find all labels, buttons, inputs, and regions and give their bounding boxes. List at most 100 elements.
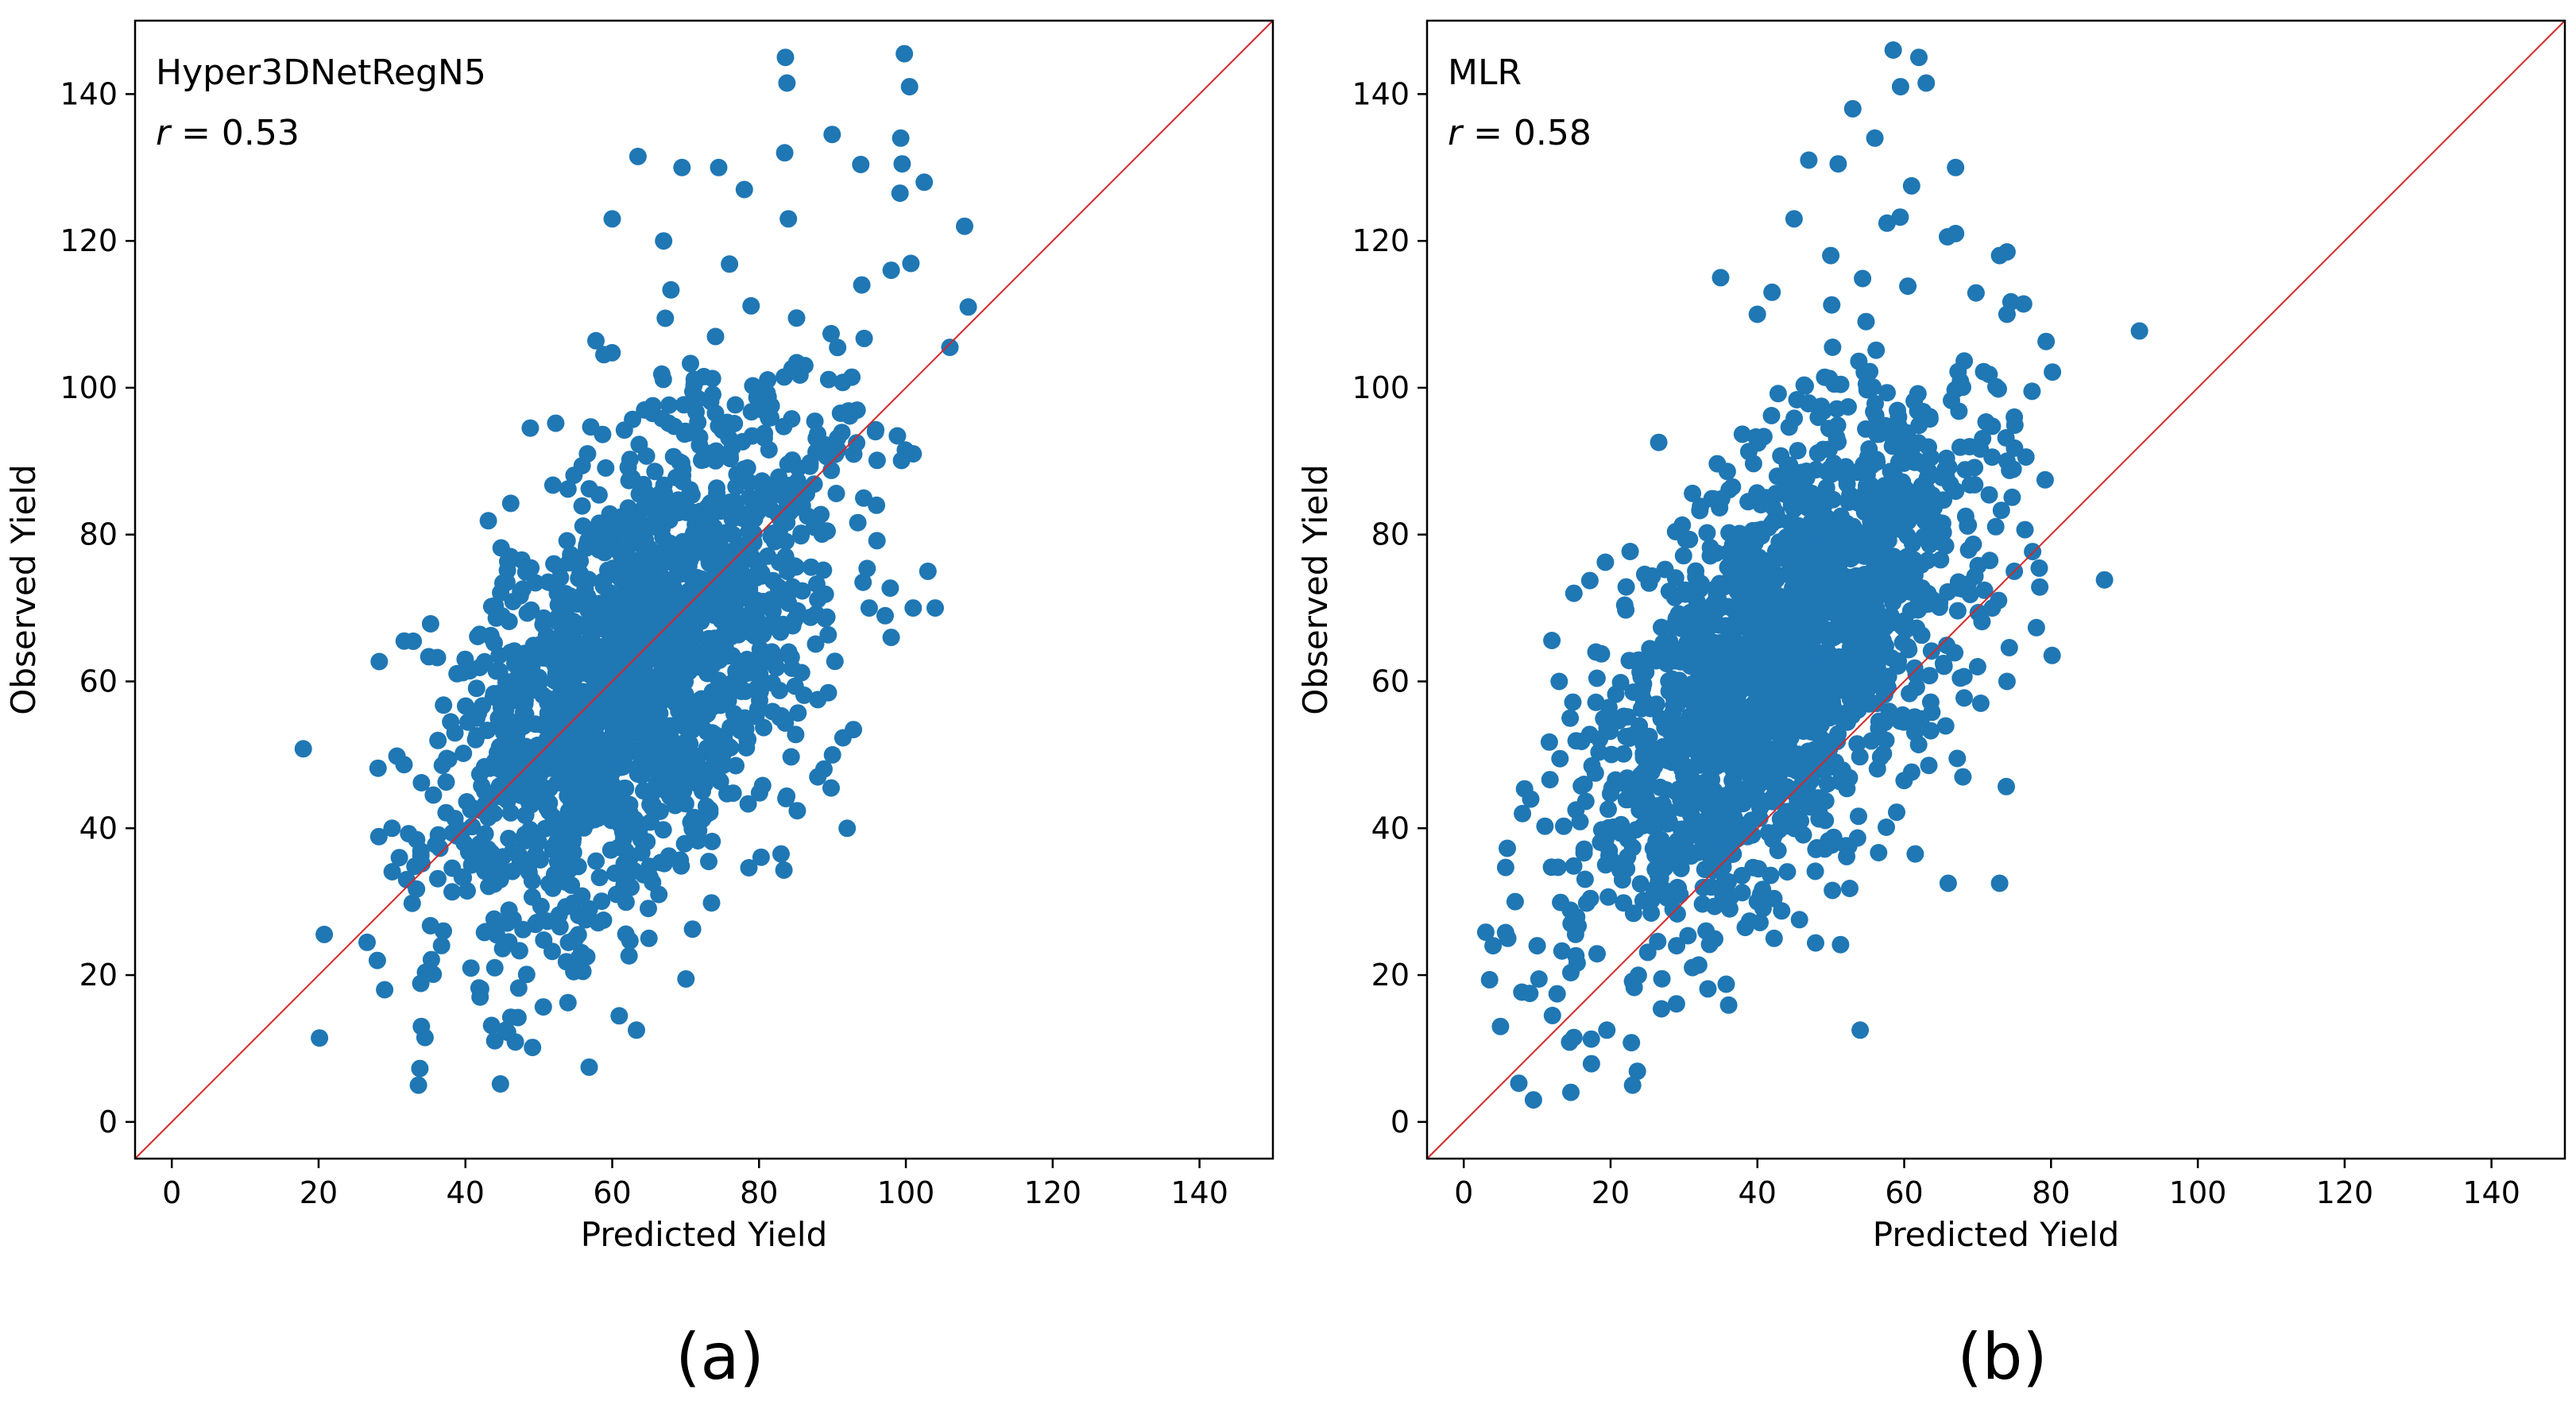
scatter-point	[637, 447, 656, 465]
scatter-point	[1571, 812, 1589, 830]
scatter-point	[510, 942, 528, 960]
scatter-point	[545, 719, 563, 737]
scatter-point	[518, 788, 536, 806]
scatter-point	[654, 821, 672, 839]
scatter-point	[573, 457, 591, 474]
scatter-point	[1990, 380, 2007, 398]
scatter-point	[1748, 892, 1766, 911]
scatter-point	[1798, 664, 1816, 682]
scatter-point	[390, 849, 408, 867]
scatter-point	[582, 642, 600, 660]
scatter-point	[1673, 754, 1691, 772]
scatter-point	[1922, 448, 1940, 466]
scatter-point	[782, 748, 800, 766]
scatter-point	[902, 254, 920, 273]
scatter-point	[370, 652, 389, 671]
scatter-point	[674, 472, 691, 490]
scatter-point	[812, 505, 830, 524]
scatter-point	[1966, 459, 1984, 477]
scatter-point	[684, 382, 702, 401]
scatter-point	[718, 596, 737, 614]
scatter-point	[818, 608, 836, 626]
scatter-point	[1615, 707, 1633, 726]
scatter-point	[640, 929, 658, 947]
scatter-point	[736, 709, 754, 727]
scatter-point	[1943, 391, 1960, 409]
scatter-point	[395, 756, 413, 774]
scatter-point	[1832, 710, 1851, 728]
scatter-point	[1724, 673, 1742, 691]
scatter-point	[590, 869, 609, 887]
scatter-point	[1555, 817, 1572, 835]
scatter-point	[500, 830, 518, 848]
scatter-point	[819, 370, 837, 389]
scatter-point	[1718, 462, 1736, 481]
scatter-point	[1679, 927, 1697, 945]
scatter-point	[1633, 686, 1651, 704]
scatter-point	[660, 396, 679, 414]
scatter-point	[516, 826, 534, 844]
scatter-point	[876, 606, 894, 625]
scatter-point	[524, 1039, 542, 1057]
scatter-point	[1934, 654, 1952, 672]
scatter-point	[1793, 650, 1811, 668]
scatter-point	[1480, 970, 1499, 989]
scatter-point	[549, 870, 567, 888]
scatter-point	[1689, 956, 1708, 974]
scatter-point	[610, 1007, 629, 1025]
scatter-point	[1598, 1021, 1616, 1039]
scatter-point	[1787, 529, 1804, 548]
scatter-point	[1631, 875, 1650, 893]
scatter-point	[1650, 433, 1668, 451]
scatter-point	[1807, 934, 1824, 952]
scatter-point	[1743, 826, 1762, 844]
scatter-point	[617, 925, 635, 943]
scatter-point	[1750, 860, 1768, 878]
scatter-point	[823, 745, 841, 764]
scatter-point	[1932, 533, 1951, 551]
scatter-point	[1998, 243, 2016, 261]
scatter-point	[1879, 532, 1897, 549]
y-tick-label: 60	[79, 664, 118, 699]
scatter-point	[635, 782, 652, 800]
scatter-point	[1634, 892, 1652, 910]
scatter-point	[620, 946, 638, 965]
scatter-point	[490, 647, 509, 664]
scatter-point	[311, 1029, 329, 1047]
scatter-point	[1704, 792, 1722, 811]
scatter-point	[893, 155, 911, 173]
scatter-point	[432, 936, 451, 954]
scatter-point	[1617, 578, 1635, 596]
scatter-point	[1777, 664, 1795, 683]
scatter-point	[438, 749, 456, 768]
scatter-point	[1704, 596, 1721, 614]
x-tick-label: 60	[1885, 1175, 1923, 1210]
scatter-point	[578, 536, 596, 555]
scatter-point	[527, 846, 545, 864]
scatter-point	[2037, 332, 2056, 350]
scatter-point	[1772, 447, 1790, 465]
scatter-point	[721, 255, 739, 273]
scatter-point	[1755, 726, 1773, 745]
scatter-point	[1869, 501, 1887, 519]
scatter-point	[559, 554, 578, 572]
scatter-point	[1648, 883, 1666, 901]
scatter-point	[845, 721, 863, 739]
scatter-point	[704, 385, 721, 404]
scatter-point	[1747, 620, 1766, 638]
scatter-point	[1762, 636, 1781, 653]
scatter-point	[640, 868, 659, 886]
scatter-point	[1975, 362, 1993, 381]
scatter-point	[563, 876, 581, 894]
y-tick-label: 60	[1371, 664, 1410, 699]
scatter-point	[1657, 633, 1675, 652]
scatter-point	[1705, 897, 1723, 915]
scatter-point	[599, 561, 617, 579]
scatter-point	[1769, 385, 1787, 403]
scatter-point	[422, 950, 440, 969]
scatter-point	[1884, 41, 1902, 59]
scatter-point	[700, 499, 718, 517]
scatter-point	[1785, 501, 1803, 518]
scatter-point	[1667, 882, 1685, 900]
scatter-point	[787, 309, 806, 327]
